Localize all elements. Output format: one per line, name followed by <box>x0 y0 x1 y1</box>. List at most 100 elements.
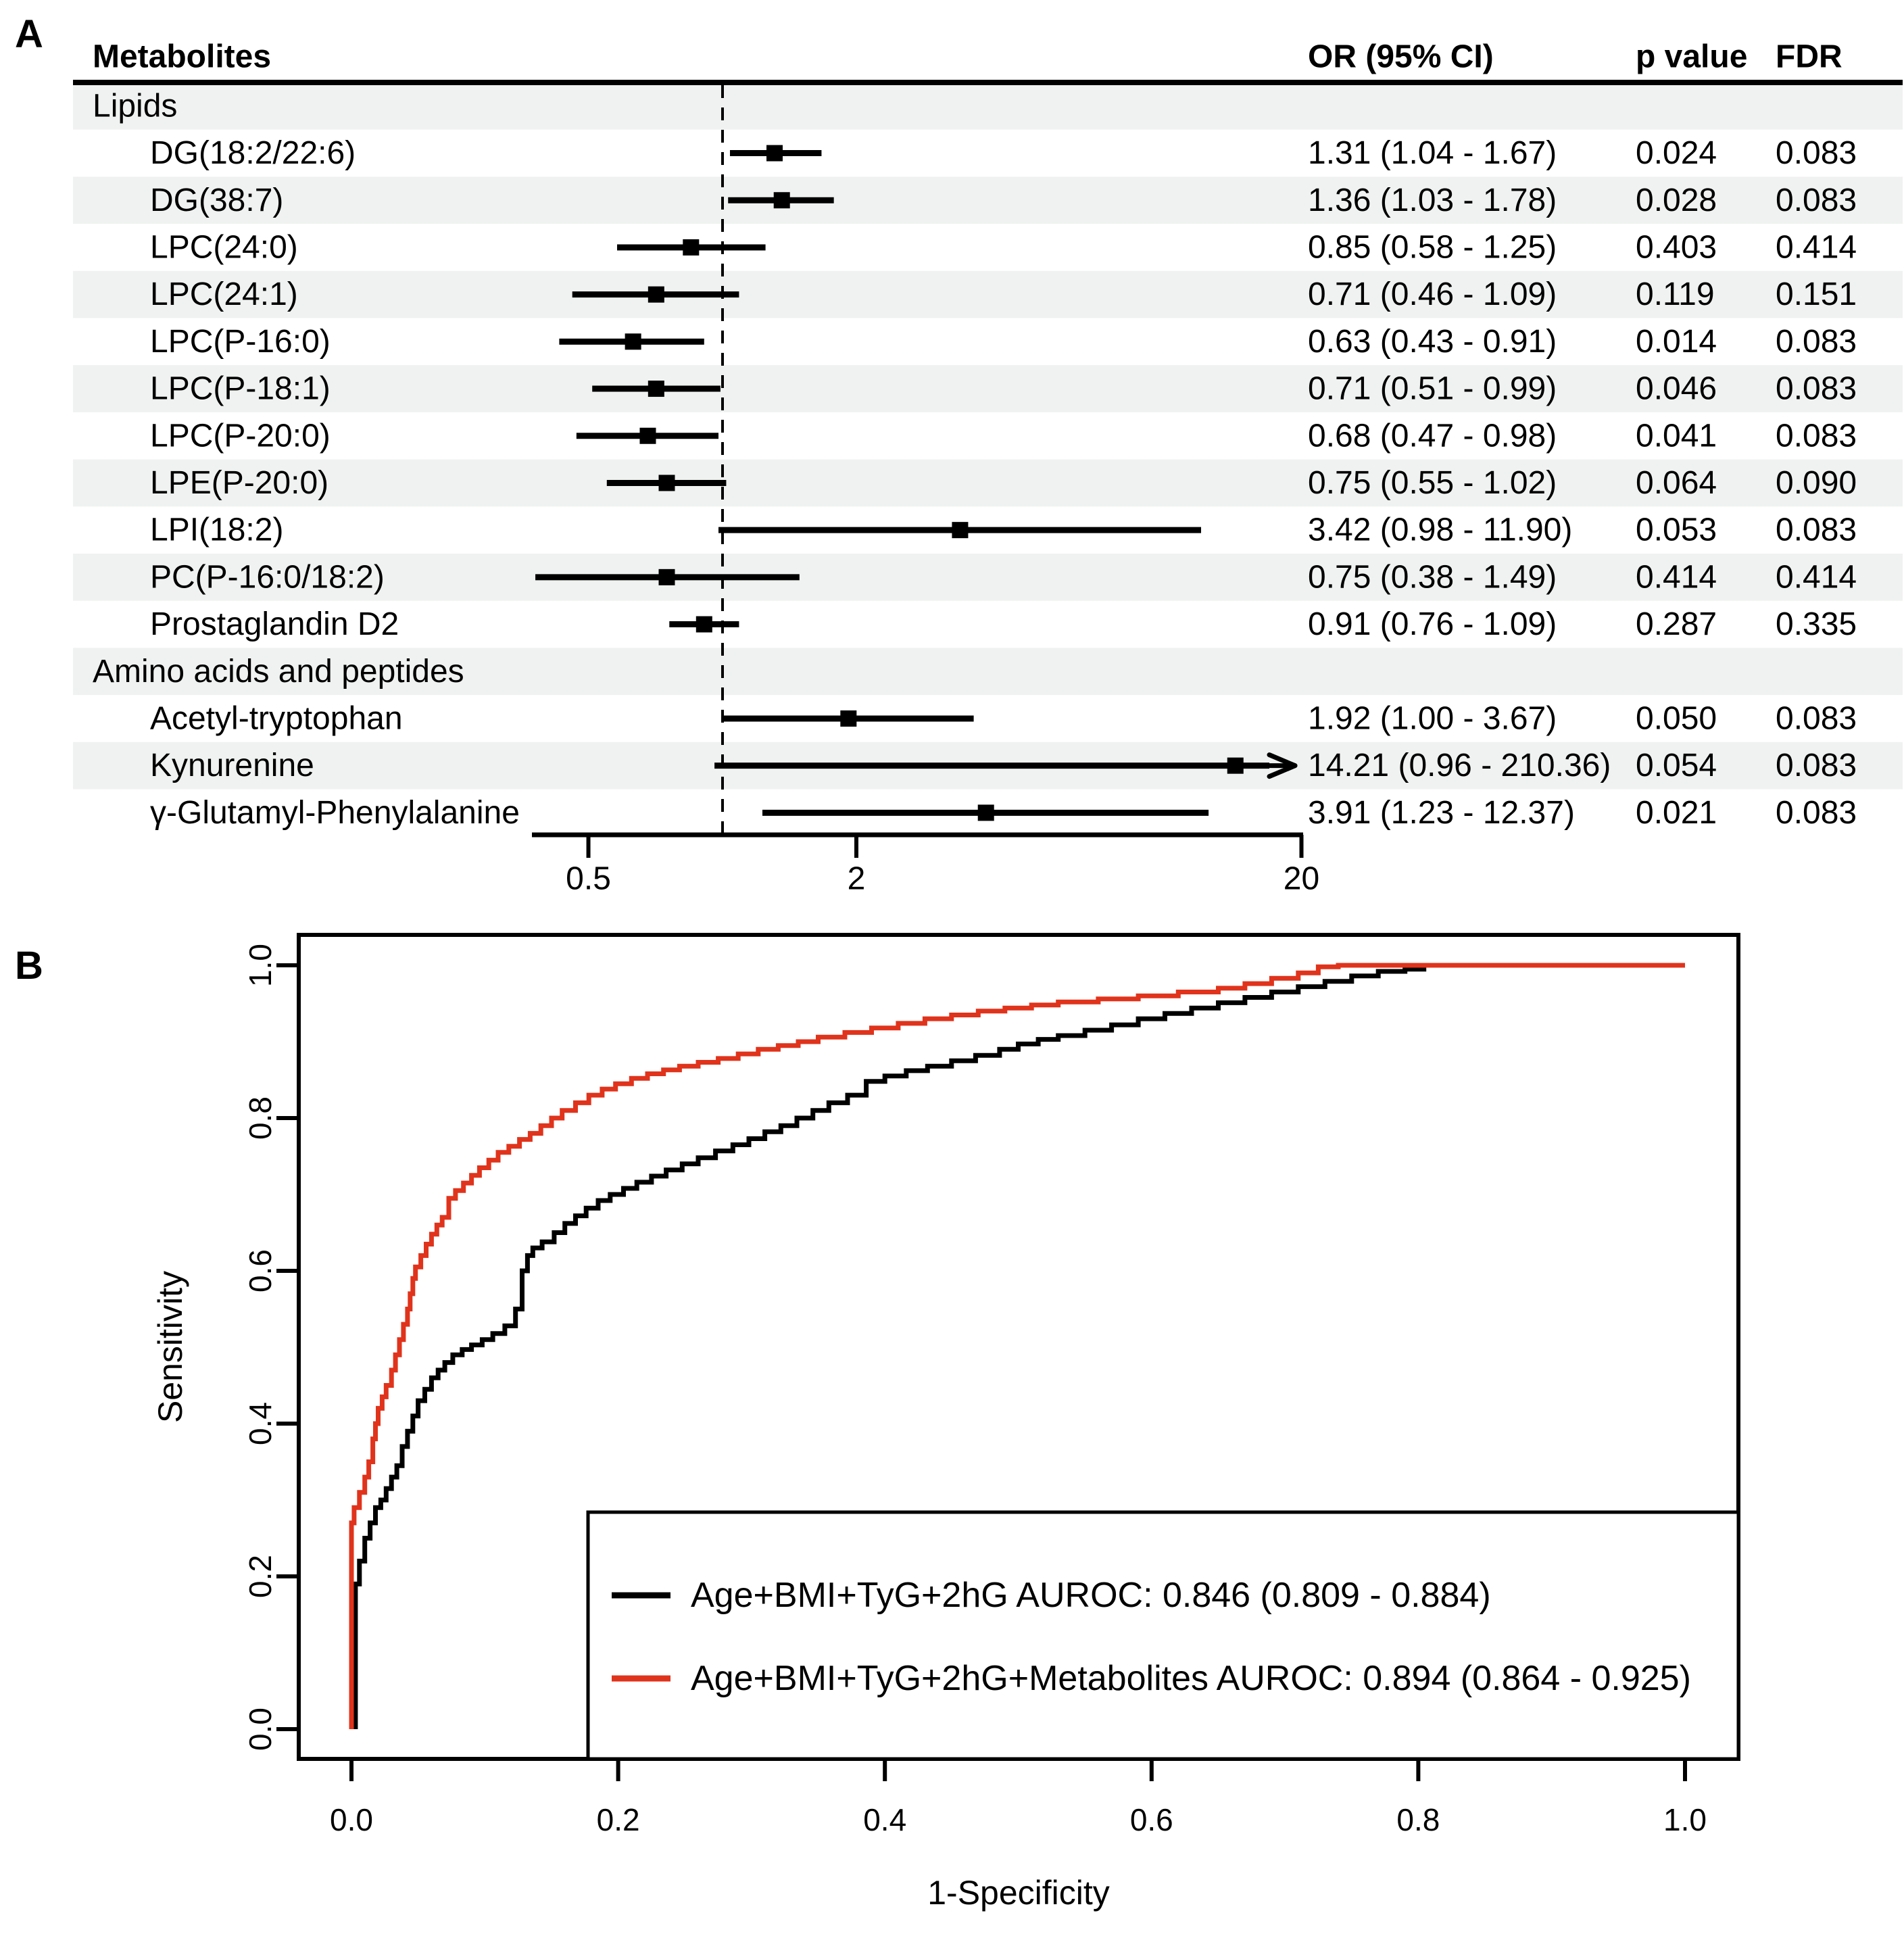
legend-box <box>586 1510 1740 1761</box>
p-value-cell: 0.054 <box>1636 748 1717 783</box>
or-point-marker <box>977 804 994 821</box>
fdr-cell: 0.083 <box>1776 795 1857 831</box>
p-value-cell: 0.021 <box>1636 795 1717 831</box>
row-label: DG(38:7) <box>150 183 283 218</box>
row-label: LPC(24:0) <box>150 229 298 265</box>
or-point-marker <box>648 381 664 397</box>
fdr-cell: 0.151 <box>1776 276 1857 312</box>
table-row: LPC(P-16:0) 0.63 (0.43 - 0.91) 0.014 0.083 <box>150 324 1857 360</box>
or-point-marker <box>840 710 857 727</box>
column-header-metabolites: Metabolites <box>93 39 271 75</box>
table-row-band <box>73 648 1903 696</box>
y-tick-label: 0.4 <box>243 1402 278 1445</box>
or-point-marker <box>658 568 675 585</box>
or-ci-cell: 0.75 (0.55 - 1.02) <box>1308 465 1557 501</box>
fdr-cell: 0.083 <box>1776 418 1857 454</box>
x-tick-label: 1.0 <box>1663 1802 1707 1837</box>
or-point-marker <box>639 427 656 444</box>
legend-label-red: Age+BMI+TyG+2hG+Metabolites AUROC: 0.894… <box>691 1659 1691 1698</box>
row-label: Acetyl-tryptophan <box>150 700 403 736</box>
or-point-marker <box>1227 757 1244 774</box>
or-ci-cell: 1.92 (1.00 - 3.67) <box>1308 700 1557 736</box>
panel-a-forest-plot: A Metabolites OR (95% CI) p value FDR Lipids D… <box>15 12 1903 897</box>
p-value-cell: 0.119 <box>1636 276 1715 312</box>
p-value-cell: 0.046 <box>1636 371 1717 407</box>
fdr-cell: 0.083 <box>1776 371 1857 407</box>
table-row-band <box>73 459 1903 507</box>
table-row: LPC(24:1) 0.71 (0.46 - 1.09) 0.119 0.151 <box>150 276 1857 312</box>
p-value-cell: 0.403 <box>1636 229 1717 265</box>
legend-label-black: Age+BMI+TyG+2hG AUROC: 0.846 (0.809 - 0.… <box>691 1576 1491 1615</box>
row-label: LPC(P-20:0) <box>150 418 331 454</box>
p-value-cell: 0.053 <box>1636 512 1717 548</box>
fdr-cell: 0.414 <box>1776 229 1857 265</box>
p-value-cell: 0.414 <box>1636 559 1717 595</box>
or-ci-cell: 3.91 (1.23 - 12.37) <box>1308 795 1575 831</box>
p-value-cell: 0.050 <box>1636 700 1717 736</box>
or-point-marker <box>773 192 790 209</box>
row-label: DG(18:2/22:6) <box>150 135 356 171</box>
table-row: γ-Glutamyl-Phenylalanine 3.91 (1.23 - 12.… <box>150 795 1857 831</box>
table-row: LPC(24:0) 0.85 (0.58 - 1.25) 0.403 0.414 <box>150 229 1857 265</box>
or-point-marker <box>683 239 700 256</box>
forest-axis-tick-label: 2 <box>848 861 866 897</box>
fdr-cell: 0.083 <box>1776 512 1857 548</box>
y-tick-label: 1.0 <box>243 944 278 987</box>
or-point-marker <box>625 333 641 350</box>
p-value-cell: 0.064 <box>1636 465 1717 501</box>
table-row-band <box>73 365 1903 412</box>
row-label: LPI(18:2) <box>150 512 283 548</box>
table-row: LPC(P-18:1) 0.71 (0.51 - 0.99) 0.046 0.083 <box>150 371 1857 407</box>
fdr-cell: 0.083 <box>1776 700 1857 736</box>
x-tick-label: 0.2 <box>597 1802 640 1837</box>
y-tick-label: 0.2 <box>243 1555 278 1598</box>
p-value-cell: 0.028 <box>1636 183 1717 218</box>
table-row-band <box>73 270 1903 318</box>
row-label: LPC(P-18:1) <box>150 371 331 407</box>
or-ci-cell: 14.21 (0.96 - 210.36) <box>1308 748 1611 783</box>
or-point-marker <box>695 616 712 633</box>
column-header-p-value: p value <box>1636 39 1747 75</box>
p-value-cell: 0.024 <box>1636 135 1717 171</box>
roc-curve-black <box>353 967 1427 1729</box>
fdr-cell: 0.090 <box>1776 465 1857 501</box>
or-ci-cell: 0.63 (0.43 - 0.91) <box>1308 324 1557 360</box>
panel-b-label: B <box>15 944 43 988</box>
row-label: Amino acids and peptides <box>93 654 464 689</box>
table-row: DG(18:2/22:6) 1.31 (1.04 - 1.67) 0.024 0.08… <box>150 135 1857 171</box>
or-ci-cell: 3.42 (0.98 - 11.90) <box>1308 512 1572 548</box>
or-ci-cell: 1.31 (1.04 - 1.67) <box>1308 135 1557 171</box>
or-ci-cell: 0.71 (0.51 - 0.99) <box>1308 371 1557 407</box>
table-row: Amino acids and peptides <box>93 654 464 689</box>
table-row: Prostaglandin D2 0.91 (0.76 - 1.09) 0.287 0… <box>150 606 1857 642</box>
panel-b-roc-plot: B 0.0 0.2 0.4 0.6 0.8 1.0 0.0 0.2 0.4 0.6 0.8 1.0 Sen… <box>15 933 1740 1912</box>
or-ci-cell: 0.71 (0.46 - 1.09) <box>1308 276 1557 312</box>
x-tick-label: 0.6 <box>1130 1802 1173 1837</box>
fdr-cell: 0.083 <box>1776 324 1857 360</box>
table-row: Kynurenine 14.21 (0.96 - 210.36) 0.054 0.08… <box>150 748 1857 783</box>
column-header-or-ci: OR (95% CI) <box>1308 39 1494 75</box>
row-label: Lipids <box>93 88 177 124</box>
forest-axis-tick-label: 0.5 <box>566 861 611 897</box>
roc-curve-red <box>349 963 1685 1729</box>
table-row: PC(P-16:0/18:2) 0.75 (0.38 - 1.49) 0.414 0.… <box>150 559 1857 595</box>
fdr-cell: 0.083 <box>1776 748 1857 783</box>
row-label: γ-Glutamyl-Phenylalanine <box>150 795 520 831</box>
row-label: LPC(24:1) <box>150 276 298 312</box>
table-row: LPI(18:2) 3.42 (0.98 - 11.90) 0.053 0.083 <box>150 512 1857 548</box>
table-row: Acetyl-tryptophan 1.92 (1.00 - 3.67) 0.050… <box>150 700 1857 736</box>
fdr-cell: 0.083 <box>1776 135 1857 171</box>
fdr-cell: 0.335 <box>1776 606 1857 642</box>
or-point-marker <box>952 522 969 539</box>
row-label: Prostaglandin D2 <box>150 606 399 642</box>
or-point-marker <box>648 286 664 303</box>
p-value-cell: 0.041 <box>1636 418 1717 454</box>
table-row-band <box>73 176 1903 224</box>
y-tick-label: 0.8 <box>243 1096 278 1140</box>
panel-a-label: A <box>15 12 43 56</box>
table-row-band <box>73 82 1903 130</box>
table-row: DG(38:7) 1.36 (1.03 - 1.78) 0.028 0.083 <box>150 183 1857 218</box>
p-value-cell: 0.014 <box>1636 324 1717 360</box>
table-row: LPE(P-20:0) 0.75 (0.55 - 1.02) 0.064 0.090 <box>150 465 1857 501</box>
